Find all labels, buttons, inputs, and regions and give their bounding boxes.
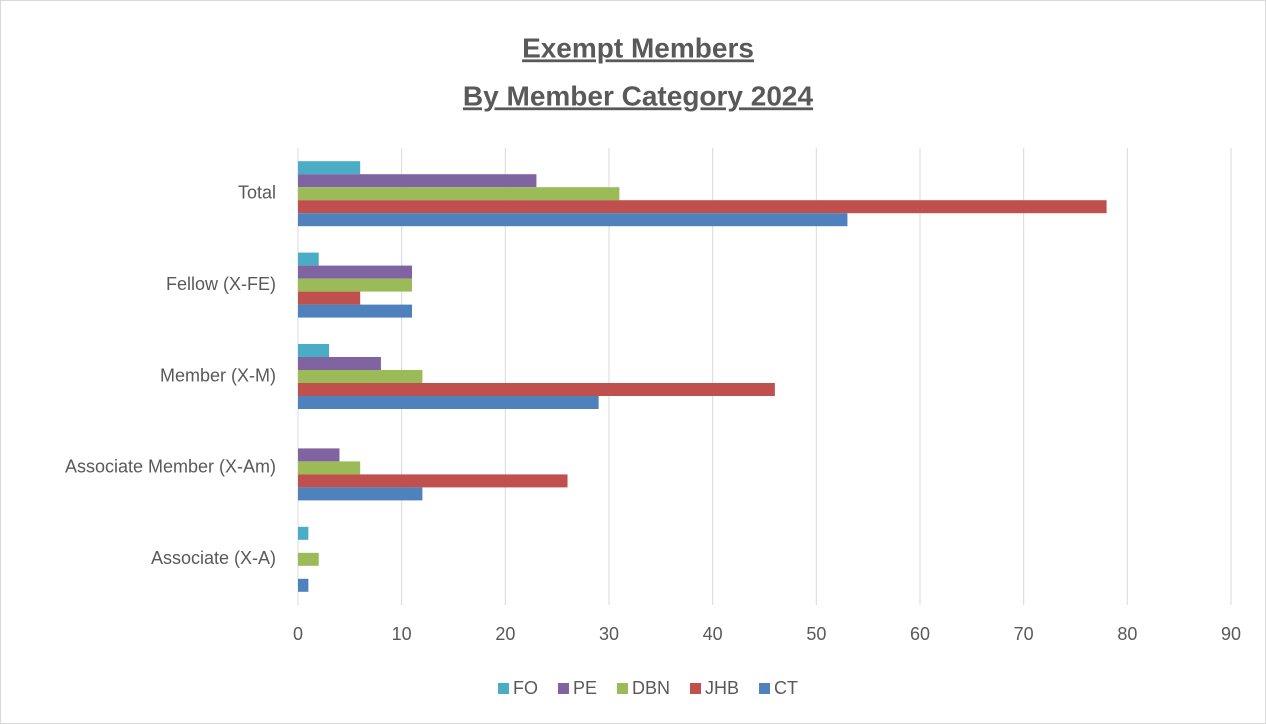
legend-swatch [557,683,569,694]
legend-label: DBN [632,678,670,698]
bar [298,213,848,227]
legend-swatch [759,683,771,694]
bar [298,174,537,188]
legend-label: CT [774,678,798,698]
x-tick-label: 10 [392,624,412,644]
x-tick-label: 50 [806,624,826,644]
bar [298,200,1107,214]
chart-subtitle: By Member Category 2024 [463,80,814,111]
bar [298,344,330,357]
x-tick-label: 60 [910,624,930,644]
x-tick-label: 70 [1014,624,1034,644]
bar [298,265,413,279]
bar [298,383,775,396]
legend-swatch [690,683,702,694]
legend-label: PE [573,678,597,698]
y-tick-label: Associate Member (X-Am) [65,457,276,477]
bar [298,396,599,409]
x-tick-label: 80 [1117,624,1137,644]
legend-label: JHB [705,678,739,698]
y-tick-label: Fellow (X-FE) [166,274,276,294]
bar [298,252,319,266]
bar [298,187,620,201]
bar [298,461,361,475]
bar [298,526,309,540]
legend-label: FO [513,678,538,698]
bar [298,278,413,292]
x-tick-label: 30 [599,624,619,644]
bar [298,304,413,318]
bar [298,161,361,175]
bar [298,448,340,462]
bar [298,552,319,566]
x-tick-label: 90 [1221,624,1241,644]
y-tick-label: Total [238,182,276,202]
x-tick-label: 0 [293,624,303,644]
y-tick-label: Associate (X-A) [151,548,276,568]
bar [298,487,423,501]
bar [298,370,423,383]
x-tick-label: 40 [703,624,723,644]
legend-swatch [616,683,628,694]
bar [298,474,568,488]
chart-title: Exempt Members [522,32,754,63]
x-tick-label: 20 [495,624,515,644]
bar [298,291,361,305]
bar [298,578,309,592]
y-tick-label: Member (X-M) [160,365,276,385]
legend-swatch [497,683,509,694]
bar [298,357,381,370]
